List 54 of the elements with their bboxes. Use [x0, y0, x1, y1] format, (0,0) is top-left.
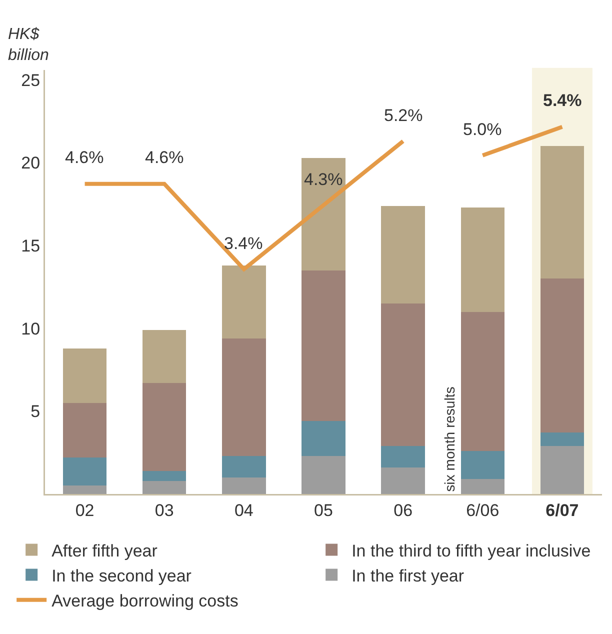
- bar: [62, 348, 107, 403]
- data-label: 4.3%: [304, 170, 343, 189]
- x-tick-label: 6/06: [466, 500, 500, 520]
- data-label: 5.4%: [543, 91, 582, 110]
- bar: [302, 270, 346, 422]
- bar: [460, 450, 505, 480]
- bar: [302, 421, 346, 456]
- bar: [142, 480, 186, 494]
- x-tick-label: 05: [314, 500, 333, 520]
- legend-label: Average borrowing costs: [52, 592, 238, 611]
- bar: [222, 338, 266, 456]
- bar: [540, 146, 584, 279]
- bar: [381, 468, 425, 494]
- legend-label: In the third to fifth year inclusive: [352, 541, 591, 560]
- bar: [460, 207, 505, 312]
- bar: [381, 446, 425, 468]
- x-tick-label: 06: [394, 500, 413, 520]
- bar: [540, 446, 584, 494]
- x-tick-label: 04: [234, 500, 254, 520]
- bar: [142, 470, 186, 481]
- bar: [142, 330, 186, 384]
- y-tick-label: 25: [21, 70, 40, 90]
- bar: [460, 479, 505, 494]
- bar: [540, 432, 584, 446]
- y-axis-title: HK$ billion: [8, 26, 50, 64]
- data-label: 3.4%: [224, 234, 263, 253]
- legend-label: In the second year: [52, 566, 192, 586]
- y-tick-label: 5: [30, 402, 40, 422]
- bar: [381, 206, 425, 304]
- bar: [62, 458, 107, 486]
- legend-label: In the first year: [352, 566, 464, 586]
- data-label: 5.0%: [463, 120, 502, 139]
- y-tick-label: 10: [21, 319, 40, 338]
- data-label: 4.6%: [65, 148, 104, 167]
- y-tick-label: 15: [21, 236, 40, 256]
- bar: [302, 158, 346, 270]
- x-tick-label: 03: [154, 500, 174, 520]
- x-tick-label: 6/07: [546, 500, 579, 520]
- bar: [222, 265, 266, 338]
- annotation: six month results: [442, 386, 458, 492]
- bar: [62, 402, 107, 458]
- data-label: 4.6%: [145, 148, 184, 167]
- x-tick-label: 02: [75, 500, 94, 520]
- bar: [540, 278, 584, 433]
- bar: [302, 456, 346, 494]
- data-label: 5.2%: [384, 106, 423, 125]
- bar: [460, 312, 505, 451]
- bar: [222, 456, 266, 478]
- bar: [62, 486, 107, 494]
- y-tick-label: 20: [21, 154, 40, 173]
- bar: [142, 383, 186, 471]
- bar: [381, 304, 425, 446]
- legend-label: After fifth year: [52, 541, 158, 560]
- bar: [222, 477, 266, 494]
